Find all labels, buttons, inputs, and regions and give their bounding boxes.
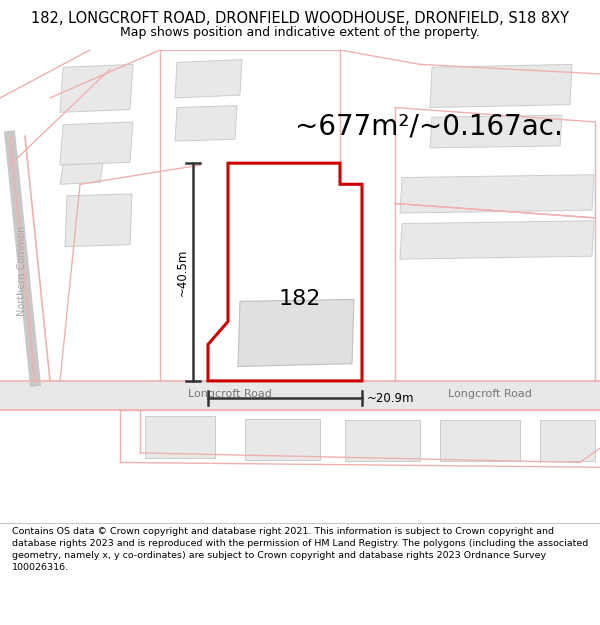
- Polygon shape: [430, 64, 572, 108]
- Text: Northern Common: Northern Common: [17, 226, 27, 316]
- Text: Contains OS data © Crown copyright and database right 2021. This information is : Contains OS data © Crown copyright and d…: [12, 528, 588, 572]
- Polygon shape: [175, 59, 242, 98]
- Polygon shape: [400, 221, 594, 259]
- Polygon shape: [0, 381, 600, 410]
- Polygon shape: [60, 122, 133, 165]
- Polygon shape: [60, 163, 103, 184]
- Polygon shape: [345, 420, 420, 461]
- Polygon shape: [245, 419, 320, 459]
- Text: Map shows position and indicative extent of the property.: Map shows position and indicative extent…: [120, 26, 480, 39]
- Text: ~677m²/~0.167ac.: ~677m²/~0.167ac.: [295, 112, 563, 141]
- Polygon shape: [430, 115, 562, 148]
- Polygon shape: [175, 106, 237, 141]
- Text: 182: 182: [279, 289, 321, 309]
- Polygon shape: [65, 194, 132, 247]
- Polygon shape: [238, 299, 354, 366]
- Text: Longcroft Road: Longcroft Road: [188, 389, 272, 399]
- Polygon shape: [60, 64, 133, 112]
- Polygon shape: [440, 420, 520, 461]
- Text: Longcroft Road: Longcroft Road: [448, 389, 532, 399]
- Text: ~40.5m: ~40.5m: [176, 248, 189, 296]
- Polygon shape: [208, 163, 362, 381]
- Polygon shape: [400, 175, 594, 213]
- Polygon shape: [540, 420, 595, 461]
- Text: ~20.9m: ~20.9m: [367, 392, 415, 404]
- Polygon shape: [145, 416, 215, 457]
- Text: 182, LONGCROFT ROAD, DRONFIELD WOODHOUSE, DRONFIELD, S18 8XY: 182, LONGCROFT ROAD, DRONFIELD WOODHOUSE…: [31, 11, 569, 26]
